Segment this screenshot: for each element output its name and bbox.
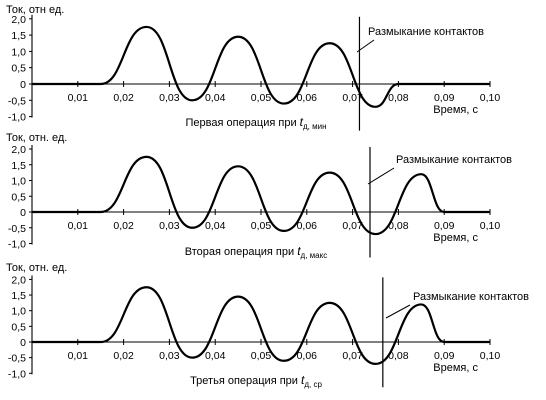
y-tick-label: -1,0 xyxy=(8,112,26,124)
annotation-label: Размыкание контактов xyxy=(413,291,529,303)
y-tick-label: 0,5 xyxy=(11,191,26,203)
x-axis-title: Время, с xyxy=(433,104,478,116)
x-tick-label: 0,06 xyxy=(297,92,318,104)
y-axis-title: Ток, отн. ед. xyxy=(6,132,67,144)
y-tick-label: -0,5 xyxy=(8,95,26,107)
panel-caption: Первая операция при tд, мин xyxy=(186,115,327,131)
y-tick-label: 2,0 xyxy=(11,14,26,26)
y-tick-label: 1,5 xyxy=(11,160,26,172)
annotation-label: Размыкание контактов xyxy=(396,154,512,166)
x-tick-label: 0,07 xyxy=(342,350,363,362)
annotation-leader xyxy=(356,39,375,53)
x-axis-title: Время, с xyxy=(433,362,478,374)
chart-panel-2: Ток, отн. ед.2,0 1,5 1,0 0,5 0 -0,5 -1,0 0,01 0,… xyxy=(6,132,512,260)
x-tick-label: 0,03 xyxy=(159,92,180,104)
x-tick-label: 0,01 xyxy=(68,92,89,104)
chart-panel-1: Ток, отн ед.2,0 1,5 1,0 0,5 0 -0,5 -1,0 0,01 0,0… xyxy=(6,4,500,131)
y-tick-label: 1,5 xyxy=(11,30,26,42)
y-tick-label: 1,0 xyxy=(11,306,26,318)
y-tick-label: 0 xyxy=(20,207,26,219)
y-tick-label: 1,0 xyxy=(11,46,26,58)
x-tick-label: 0,07 xyxy=(342,92,363,104)
x-tick-label: 0,07 xyxy=(342,220,363,232)
x-tick-label: 0,04 xyxy=(205,350,226,362)
caption-variable: t xyxy=(300,115,304,129)
y-tick-label: 1,5 xyxy=(11,290,26,302)
current-curve xyxy=(32,155,490,236)
x-tick-label: 0,02 xyxy=(113,92,134,104)
y-tick-label: 0 xyxy=(20,79,26,91)
current-curve xyxy=(32,25,490,108)
y-tick-label: 1,0 xyxy=(11,176,26,188)
y-tick-label: -0,5 xyxy=(8,223,26,235)
caption-subscript: д, ср xyxy=(304,380,322,389)
x-tick-label: 0,09 xyxy=(434,350,455,362)
y-tick-label: -1,0 xyxy=(8,239,26,251)
y-axis-title: Ток, отн ед. xyxy=(6,4,64,16)
x-tick-label: 0,02 xyxy=(113,350,134,362)
y-tick-label: -0,5 xyxy=(8,353,26,365)
caption-variable: t xyxy=(301,373,305,387)
x-tick-label: 0,06 xyxy=(297,220,318,232)
y-axis-title: Ток, отн. ед. xyxy=(6,262,67,274)
x-tick-label: 0,10 xyxy=(480,350,501,362)
annotation-leader xyxy=(367,167,395,185)
annotation-label: Размыкание контактов xyxy=(368,26,484,38)
caption-subscript: д, мин xyxy=(303,122,327,131)
panel-caption: Вторая операция при tд, макс xyxy=(185,244,327,260)
x-tick-label: 0,03 xyxy=(159,350,180,362)
y-tick-label: 0 xyxy=(20,337,26,349)
y-tick-label: 2,0 xyxy=(11,274,26,286)
x-tick-label: 0,03 xyxy=(159,220,180,232)
y-tick-label: 0,5 xyxy=(11,321,26,333)
caption-text: Вторая операция при xyxy=(185,246,297,258)
caption-variable: t xyxy=(297,244,301,258)
x-tick-label: 0,02 xyxy=(113,220,134,232)
x-tick-label: 0,09 xyxy=(434,92,455,104)
x-tick-label: 0,05 xyxy=(251,350,272,362)
x-tick-label: 0,10 xyxy=(480,220,501,232)
y-tick-label: 2,0 xyxy=(11,144,26,156)
x-tick-label: 0,05 xyxy=(251,92,272,104)
y-tick-label: 0,5 xyxy=(11,63,26,75)
annotation-leader xyxy=(385,304,411,319)
x-tick-label: 0,08 xyxy=(388,92,409,104)
caption-text: Третья операция при xyxy=(190,375,301,387)
x-tick-label: 0,10 xyxy=(480,92,501,104)
x-axis-title: Время, с xyxy=(433,232,478,244)
caption-text: Первая операция при xyxy=(186,117,300,129)
x-tick-label: 0,06 xyxy=(297,350,318,362)
x-tick-label: 0,09 xyxy=(434,220,455,232)
current-curve xyxy=(32,286,490,366)
chart-panel-3: Ток, отн. ед.2,0 1,5 1,0 0,5 0 -0,5 -1,0 0,01 0,… xyxy=(6,262,529,389)
caption-subscript: д, макс xyxy=(301,251,328,260)
x-tick-label: 0,04 xyxy=(205,220,226,232)
x-tick-label: 0,05 xyxy=(251,220,272,232)
y-tick-label: -1,0 xyxy=(8,368,26,380)
x-tick-label: 0,08 xyxy=(388,350,409,362)
x-tick-label: 0,04 xyxy=(205,92,226,104)
x-tick-label: 0,01 xyxy=(68,350,89,362)
panel-caption: Третья операция при tд, ср xyxy=(190,373,322,389)
x-tick-label: 0,01 xyxy=(68,220,89,232)
x-tick-label: 0,08 xyxy=(388,220,409,232)
